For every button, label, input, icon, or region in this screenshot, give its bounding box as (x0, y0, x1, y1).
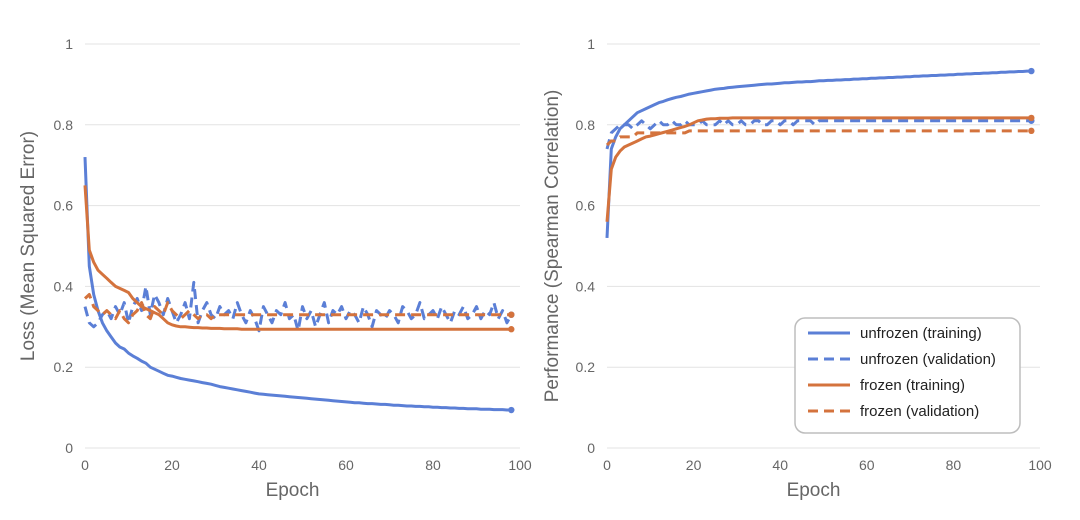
performance-end-marker-frozen-validation (1028, 127, 1035, 135)
performance-y-tick-label: 0.4 (576, 278, 596, 294)
loss-series-frozen-training (83, 185, 512, 331)
loss-y-tick-label: 0.8 (54, 117, 74, 133)
loss-y-axis-title: Loss (Mean Squared Error) (18, 131, 39, 361)
loss-y-tick-label: 1 (65, 36, 73, 52)
loss-x-tick-label: 20 (164, 457, 180, 473)
loss-y-tick-label: 0 (65, 440, 73, 456)
loss-y-tick-label: 0.2 (54, 359, 74, 375)
performance-y-tick-label: 0.6 (576, 198, 596, 214)
loss-end-marker-frozen-training (508, 326, 515, 333)
loss-x-tick-label: 80 (425, 457, 441, 473)
performance-end-marker-frozen-training (1028, 114, 1035, 122)
performance-series-unfrozen-validation (605, 119, 1032, 150)
performance-end-marker-unfrozen-training (1028, 67, 1035, 75)
legend: unfrozen (training) unfrozen (validation)… (794, 317, 1021, 434)
performance-y-tick-label: 0.8 (576, 117, 596, 133)
loss-end-marker-frozen-validation (508, 311, 515, 318)
performance-x-axis-title: Epoch (787, 480, 841, 501)
legend-label-frozen-validation: frozen (validation) (860, 403, 979, 420)
performance-x-tick-label: 20 (686, 457, 702, 473)
loss-x-tick-label: 40 (251, 457, 267, 473)
legend-label-frozen-training: frozen (training) (860, 377, 965, 394)
loss-chart: 0 0.2 0.4 0.6 0.8 1 0 20 40 60 80 100 Epoch Loss (Mea… (18, 36, 532, 501)
legend-box (794, 317, 1021, 434)
performance-x-tick-label: 40 (772, 457, 788, 473)
performance-series-unfrozen-training (605, 69, 1032, 238)
performance-x-tick-label: 60 (859, 457, 875, 473)
loss-y-tick-label: 0.6 (54, 198, 74, 214)
loss-x-axis-title: Epoch (266, 480, 320, 501)
performance-x-tick-label: 100 (1028, 457, 1052, 473)
performance-x-tick-label: 80 (946, 457, 962, 473)
performance-y-axis-title: Performance (Spearman Correlation) (542, 90, 563, 403)
legend-label-unfrozen-validation: unfrozen (validation) (860, 351, 996, 368)
loss-end-marker-unfrozen-training (508, 406, 515, 414)
loss-x-tick-label: 0 (81, 457, 89, 473)
performance-series-frozen-validation (605, 129, 1032, 147)
loss-series-unfrozen-training (83, 157, 512, 412)
performance-y-tick-label: 0 (587, 440, 595, 456)
loss-x-tick-label: 60 (338, 457, 354, 473)
performance-series-frozen-training (605, 116, 1032, 222)
performance-y-tick-label: 1 (587, 36, 595, 52)
loss-y-tick-label: 0.4 (54, 278, 74, 294)
loss-x-tick-label: 100 (508, 457, 532, 473)
loss-series-frozen-validation (83, 293, 512, 325)
performance-y-tick-label: 0.2 (576, 359, 596, 375)
performance-x-tick-label: 0 (603, 457, 611, 473)
legend-label-unfrozen-training: unfrozen (training) (860, 325, 982, 342)
loss-series-unfrozen-validation (83, 280, 513, 333)
